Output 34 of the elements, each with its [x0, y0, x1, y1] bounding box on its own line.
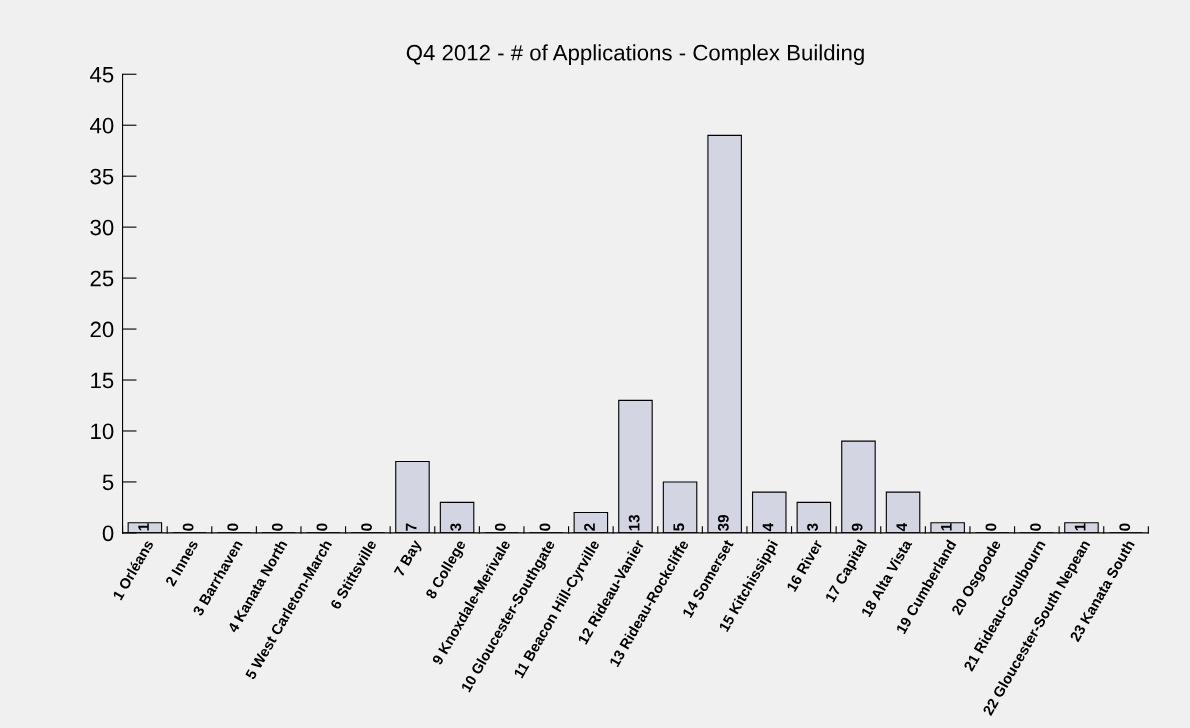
data-label: 0: [316, 523, 328, 531]
data-label: 4: [896, 522, 908, 532]
data-label: 0: [985, 523, 997, 531]
y-tick-label: 0: [102, 525, 114, 542]
data-label: 0: [182, 523, 194, 531]
y-tick-label: 30: [90, 219, 114, 236]
data-label: 3: [807, 523, 818, 532]
data-label: 9: [851, 523, 863, 531]
y-tick-label: 10: [91, 423, 114, 440]
y-tick-label: 45: [90, 67, 114, 83]
data-label: 39: [717, 514, 729, 532]
data-label: 1: [138, 523, 149, 531]
data-label: 1: [941, 523, 952, 531]
data-label: 0: [361, 523, 372, 531]
data-label: 4: [762, 522, 774, 532]
data-label: 13: [628, 514, 640, 531]
data-label: 0: [271, 523, 283, 531]
data-label: 0: [1119, 523, 1131, 531]
data-label: 7: [405, 523, 417, 531]
data-label: 5: [673, 523, 685, 531]
data-label: 0: [227, 523, 239, 531]
data-label: 0: [494, 523, 506, 531]
chart-title: Q4 2012 - # of Applications - Complex Building: [406, 44, 864, 65]
y-tick-label: 35: [90, 168, 114, 185]
data-label: 0: [539, 523, 551, 531]
y-tick-label: 5: [102, 474, 114, 491]
data-label: 3: [450, 523, 462, 532]
y-tick-label: 25: [90, 270, 114, 287]
data-label: 1: [1074, 523, 1086, 531]
y-tick-label: 40: [90, 117, 114, 134]
data-label: 2: [584, 523, 595, 531]
y-tick-label: 15: [91, 372, 114, 389]
data-label: 0: [1030, 523, 1041, 531]
y-tick-label: 20: [90, 321, 114, 338]
